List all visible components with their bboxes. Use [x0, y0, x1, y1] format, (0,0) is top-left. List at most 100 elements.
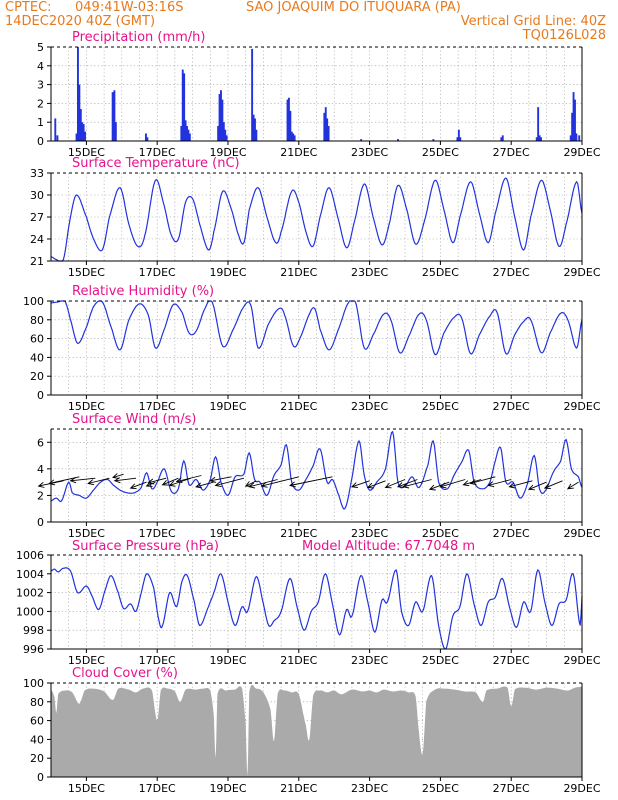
panel-3: Surface Wind (m/s) 0 2 4 6 15DEC 17DEC 19DEC 21D…	[37, 412, 601, 540]
precip-bar	[221, 99, 224, 141]
wind-arrow	[402, 479, 432, 489]
wind-arrow	[439, 479, 466, 489]
header-source: CPTEC:	[5, 0, 52, 15]
y-tick-label: 1	[37, 116, 44, 129]
precip-bar	[54, 118, 57, 141]
precip-bar	[56, 135, 59, 141]
precip-bar	[224, 129, 227, 141]
precip-bar	[255, 129, 258, 141]
x-tick-label: 21DEC	[280, 266, 317, 279]
y-tick-label: 20	[30, 370, 44, 383]
precip-bar	[574, 99, 576, 141]
precip-bar	[459, 137, 462, 141]
precip-bar	[360, 139, 363, 141]
y-tick-label: 60	[30, 715, 44, 728]
precip-bar	[78, 84, 81, 141]
y-tick-label: 0	[37, 771, 44, 784]
x-tick-label: 21DEC	[280, 146, 317, 159]
y-tick-label: 4	[37, 60, 44, 73]
x-tick-label: 21DEC	[280, 400, 317, 413]
panel-title: Surface Pressure (hPa)	[72, 539, 219, 554]
x-tick-label: 25DEC	[422, 400, 459, 413]
y-tick-label: 6	[37, 436, 44, 449]
y-tick-label: 40	[30, 351, 44, 364]
precip-bar	[82, 124, 85, 141]
precip-bar	[180, 125, 183, 141]
series-line	[50, 430, 583, 510]
x-tick-label: 27DEC	[493, 400, 530, 413]
y-tick-label: 40	[30, 733, 44, 746]
panel-1: Surface Temperature (nC) 21 24 27 30 33 15DEC 1…	[30, 156, 601, 279]
x-tick-label: 17DEC	[139, 782, 176, 795]
x-tick-label: 23DEC	[351, 266, 388, 279]
precip-bar	[222, 122, 225, 141]
precip-bar	[323, 112, 326, 141]
precip-bar	[254, 118, 256, 141]
x-tick-label: 23DEC	[351, 146, 388, 159]
precip-bar	[538, 135, 541, 141]
x-tick-label: 15DEC	[68, 527, 105, 540]
series-line	[50, 177, 583, 262]
y-tick-label: 0	[37, 135, 44, 148]
cloud-area	[51, 684, 582, 777]
precip-bar	[575, 133, 578, 141]
precip-bar	[432, 139, 435, 141]
x-tick-label: 21DEC	[280, 527, 317, 540]
precip-bar	[540, 137, 542, 141]
model-altitude-label: Model Altitude: 67.7048 m	[302, 539, 475, 554]
precip-bar	[569, 135, 572, 141]
y-tick-label: 24	[30, 233, 44, 246]
y-tick-label: 1000	[16, 605, 44, 618]
precip-bar	[397, 139, 399, 141]
wind-arrow	[69, 477, 96, 484]
x-tick-label: 17DEC	[139, 654, 176, 667]
x-tick-label: 23DEC	[351, 400, 388, 413]
x-tick-label: 19DEC	[209, 782, 246, 795]
wind-arrow	[147, 477, 167, 485]
y-tick-label: 4	[37, 463, 44, 476]
precip-bar	[144, 133, 147, 141]
precip-bar	[111, 92, 114, 141]
x-tick-label: 27DEC	[493, 782, 530, 795]
y-tick-label: 0	[37, 516, 44, 529]
x-tick-label: 29DEC	[563, 782, 600, 795]
panel-frame	[50, 683, 583, 778]
precip-bar	[456, 137, 459, 141]
header-location: SAO JOAQUIM DO ITUQUARA (PA)	[246, 0, 461, 15]
x-tick-label: 25DEC	[422, 527, 459, 540]
wind-arrow	[112, 473, 124, 479]
y-tick-label: 27	[30, 211, 44, 224]
y-tick-label: 80	[30, 314, 44, 327]
precip-bar	[184, 120, 187, 141]
precip-bar	[251, 48, 254, 141]
x-tick-label: 15DEC	[68, 266, 105, 279]
x-tick-label: 29DEC	[563, 654, 600, 667]
precip-bar	[77, 47, 79, 141]
wind-arrow	[209, 476, 232, 483]
precip-bar	[290, 131, 293, 141]
wind-arrow	[350, 480, 370, 488]
wind-arrow	[175, 475, 202, 484]
precip-bar	[113, 90, 116, 141]
x-tick-label: 25DEC	[422, 146, 459, 159]
x-tick-label: 21DEC	[280, 654, 317, 667]
panel-frame	[50, 429, 583, 523]
wind-arrow	[366, 480, 386, 489]
x-tick-label: 27DEC	[493, 527, 530, 540]
x-tick-label: 29DEC	[563, 527, 600, 540]
panel-0: Precipitation (mm/h) 0 1 2 3 4 5 15DEC 17DEC 19DE…	[37, 30, 601, 159]
x-tick-label: 29DEC	[563, 400, 600, 413]
precip-bar	[225, 135, 228, 141]
header-coords: 049:41W-03:16S	[75, 0, 183, 15]
precip-bar	[146, 137, 149, 141]
x-tick-label: 25DEC	[422, 266, 459, 279]
series-line	[50, 567, 583, 650]
y-tick-label: 80	[30, 696, 44, 709]
panel-title: Surface Temperature (nC)	[72, 156, 240, 171]
panel-frame	[50, 555, 583, 650]
header-grid-line: Vertical Grid Line: 40Z	[461, 14, 606, 29]
wind-arrow	[248, 479, 278, 489]
precip-bar	[535, 137, 538, 141]
wind-arrow	[129, 481, 147, 490]
panel-title: Relative Humidity (%)	[72, 284, 214, 299]
